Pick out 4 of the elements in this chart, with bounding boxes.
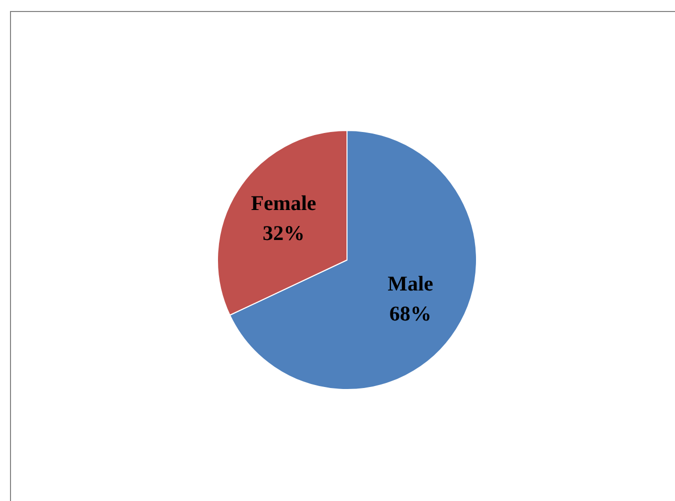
slice-label: Female bbox=[250, 191, 316, 216]
data-label: 32% bbox=[262, 221, 305, 246]
data-label: 68% bbox=[389, 302, 432, 326]
slice-label: Male bbox=[388, 272, 434, 296]
